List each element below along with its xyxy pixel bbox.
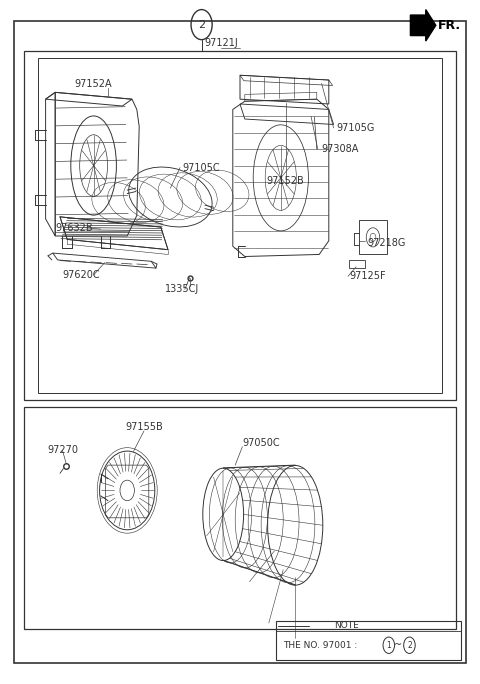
Text: 97050C: 97050C: [242, 438, 280, 448]
Text: 97121J: 97121J: [204, 38, 238, 48]
Text: FR.: FR.: [438, 18, 461, 32]
Text: 97152A: 97152A: [75, 79, 112, 89]
Text: 97270: 97270: [47, 445, 78, 455]
Text: 1: 1: [386, 641, 391, 650]
Bar: [24, 407, 456, 629]
Text: 97125F: 97125F: [349, 272, 386, 281]
Text: 97105G: 97105G: [336, 123, 374, 133]
Bar: [359, 220, 387, 254]
Text: 97155B: 97155B: [125, 423, 163, 432]
Text: 97308A: 97308A: [322, 144, 359, 154]
Text: 97105C: 97105C: [182, 163, 220, 172]
Polygon shape: [410, 10, 436, 41]
Text: 97632B: 97632B: [55, 223, 93, 233]
Bar: [24, 51, 456, 400]
Bar: [38, 58, 442, 393]
Text: 1335CJ: 1335CJ: [165, 285, 200, 294]
Text: 97218G: 97218G: [367, 238, 406, 248]
Text: NOTE: NOTE: [334, 621, 359, 631]
Bar: [276, 621, 461, 660]
Text: 97152B: 97152B: [267, 176, 304, 186]
Text: 2: 2: [407, 641, 412, 650]
Text: ~: ~: [395, 640, 402, 650]
Text: 97620C: 97620C: [62, 270, 100, 280]
Text: THE NO. 97001 :: THE NO. 97001 :: [283, 641, 360, 650]
Text: 2: 2: [198, 20, 205, 29]
